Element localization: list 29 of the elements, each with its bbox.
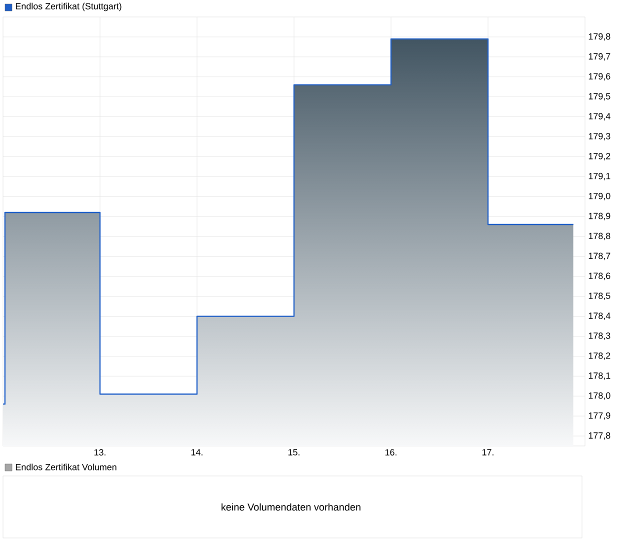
y-tick-label: 179,3	[588, 132, 610, 140]
y-tick-label: 177,8	[588, 432, 610, 440]
y-tick-label: 179,1	[588, 172, 610, 180]
y-tick-label: 178,3	[588, 332, 610, 340]
text: Endlos Zertifikat Volumen	[16, 464, 116, 470]
y-tick-label: 179,7	[588, 53, 610, 61]
y-tick-label: 178,9	[588, 212, 610, 220]
y-tick-label: 178,1	[588, 372, 610, 380]
y-tick-label: 179,0	[588, 192, 610, 200]
y-tick-label: 179,2	[588, 152, 610, 160]
y-tick-label: 178,7	[588, 252, 610, 260]
y-tick-label: 178,2	[588, 352, 610, 360]
x-tick-label: 17.	[482, 449, 494, 456]
y-tick-label: 177,9	[588, 412, 610, 420]
x-tick-label: 15.	[288, 449, 300, 456]
y-tick-label: 178,8	[588, 232, 610, 240]
x-tick-label: 14.	[191, 449, 202, 456]
y-tick-label: 178,6	[588, 272, 610, 280]
y-tick-label: 178,0	[588, 392, 610, 400]
x-tick-label: 13.	[94, 449, 106, 456]
y-tick-label: 179,6	[588, 73, 610, 81]
y-tick-label: 179,8	[588, 33, 610, 41]
legend-label: Endlos Zertifikat (Stuttgart)	[16, 2, 122, 12]
y-tick-label: 179,5	[588, 93, 610, 100]
y-tick-label: 178,4	[588, 312, 610, 320]
text: keine Volumendaten vorhanden	[222, 503, 360, 511]
x-tick-label: 16.	[385, 449, 396, 456]
y-tick-label: 179,4	[588, 113, 610, 120]
y-tick-label: 178,5	[588, 292, 610, 300]
